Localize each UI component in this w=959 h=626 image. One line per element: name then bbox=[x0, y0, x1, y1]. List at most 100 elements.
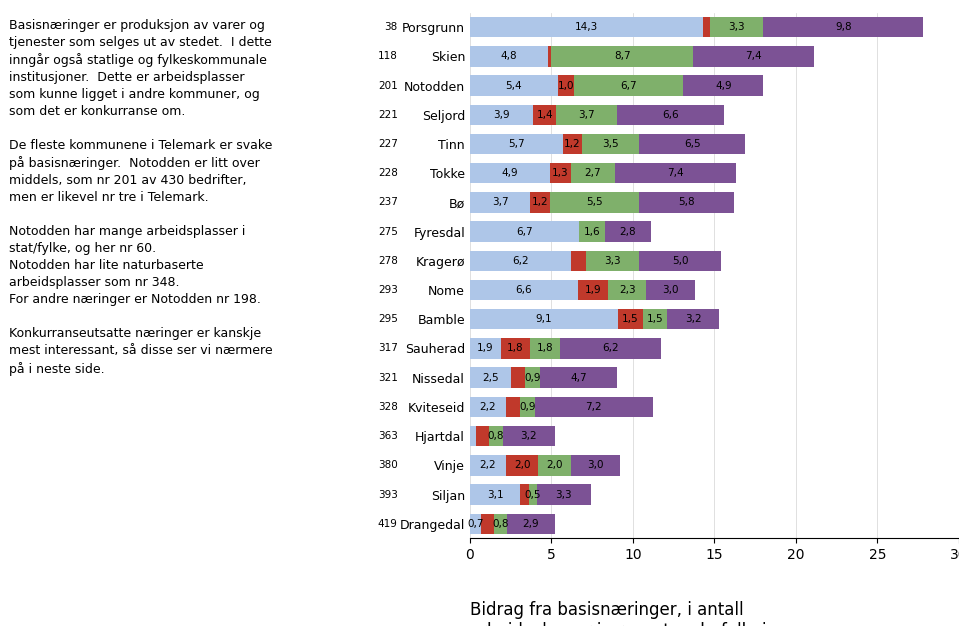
Text: 4,7: 4,7 bbox=[570, 372, 587, 382]
Bar bbox=[489, 426, 503, 446]
Text: 3,3: 3,3 bbox=[604, 256, 620, 266]
Text: 0,9: 0,9 bbox=[520, 402, 536, 412]
Bar bbox=[507, 513, 554, 534]
Text: 2,3: 2,3 bbox=[619, 285, 636, 295]
Bar bbox=[470, 338, 501, 359]
Bar bbox=[605, 222, 651, 242]
Bar bbox=[470, 426, 477, 446]
Text: 3,1: 3,1 bbox=[487, 490, 503, 500]
Bar bbox=[521, 397, 535, 417]
Text: 6,7: 6,7 bbox=[516, 227, 533, 237]
Text: 419: 419 bbox=[378, 519, 398, 529]
Bar bbox=[643, 309, 667, 329]
Text: 0,9: 0,9 bbox=[525, 372, 541, 382]
Bar bbox=[640, 192, 734, 213]
Text: 7,2: 7,2 bbox=[586, 402, 602, 412]
Bar bbox=[505, 397, 521, 417]
Text: 393: 393 bbox=[378, 490, 398, 500]
Bar bbox=[563, 134, 582, 154]
Bar bbox=[470, 367, 510, 388]
Bar bbox=[550, 192, 640, 213]
Bar bbox=[703, 17, 710, 38]
Bar bbox=[470, 485, 521, 505]
Text: 0,5: 0,5 bbox=[525, 490, 541, 500]
Bar bbox=[535, 397, 652, 417]
Text: 0,7: 0,7 bbox=[467, 519, 484, 529]
Text: 3,0: 3,0 bbox=[662, 285, 679, 295]
Bar bbox=[470, 163, 550, 183]
Bar bbox=[558, 75, 574, 96]
Bar bbox=[526, 367, 540, 388]
Text: 6,7: 6,7 bbox=[620, 81, 637, 91]
Text: 1,0: 1,0 bbox=[558, 81, 574, 91]
Bar bbox=[710, 17, 763, 38]
Text: 295: 295 bbox=[378, 314, 398, 324]
Text: 363: 363 bbox=[378, 431, 398, 441]
Bar bbox=[495, 513, 507, 534]
Bar bbox=[579, 222, 605, 242]
Text: 227: 227 bbox=[378, 139, 398, 149]
Bar bbox=[582, 134, 640, 154]
Text: 380: 380 bbox=[378, 460, 398, 470]
Bar bbox=[609, 280, 646, 300]
Text: 38: 38 bbox=[385, 22, 398, 32]
Text: 201: 201 bbox=[378, 81, 398, 91]
Text: 1,2: 1,2 bbox=[531, 197, 549, 207]
Text: 328: 328 bbox=[378, 402, 398, 412]
Bar bbox=[470, 105, 533, 125]
Text: 4,9: 4,9 bbox=[715, 81, 732, 91]
Text: 1,8: 1,8 bbox=[537, 344, 553, 354]
Text: 9,8: 9,8 bbox=[835, 22, 852, 32]
Text: Bidrag fra basisnæringer, i antall
arbeidsplasser i prosent av befolkning: Bidrag fra basisnæringer, i antall arbei… bbox=[470, 602, 787, 626]
Bar bbox=[501, 338, 530, 359]
Text: 1,5: 1,5 bbox=[622, 314, 639, 324]
Bar bbox=[556, 105, 617, 125]
Text: 9,1: 9,1 bbox=[536, 314, 552, 324]
Text: 275: 275 bbox=[378, 227, 398, 237]
Text: 4,8: 4,8 bbox=[501, 51, 517, 61]
Text: 1,3: 1,3 bbox=[552, 168, 569, 178]
Text: 6,2: 6,2 bbox=[602, 344, 619, 354]
Text: 7,4: 7,4 bbox=[745, 51, 761, 61]
Bar bbox=[619, 309, 643, 329]
Text: 3,0: 3,0 bbox=[587, 460, 604, 470]
Text: 237: 237 bbox=[378, 197, 398, 207]
Bar bbox=[571, 250, 586, 271]
Text: 3,3: 3,3 bbox=[728, 22, 745, 32]
Bar bbox=[481, 513, 495, 534]
Bar bbox=[470, 250, 571, 271]
Bar bbox=[551, 46, 693, 66]
Text: Basisnæringer er produksjon av varer og
tjenester som selges ut av stedet.  I de: Basisnæringer er produksjon av varer og … bbox=[10, 19, 272, 376]
Bar bbox=[521, 485, 528, 505]
Text: 2,7: 2,7 bbox=[585, 168, 601, 178]
Text: 5,0: 5,0 bbox=[672, 256, 689, 266]
Text: 1,5: 1,5 bbox=[646, 314, 664, 324]
Text: 3,2: 3,2 bbox=[521, 431, 537, 441]
Bar bbox=[574, 75, 684, 96]
Text: 221: 221 bbox=[378, 110, 398, 120]
Bar bbox=[530, 192, 550, 213]
Text: 0,8: 0,8 bbox=[493, 519, 509, 529]
Bar bbox=[477, 426, 489, 446]
Text: 2,0: 2,0 bbox=[514, 460, 530, 470]
Text: 3,5: 3,5 bbox=[602, 139, 620, 149]
Text: 2,2: 2,2 bbox=[480, 402, 496, 412]
Text: 1,9: 1,9 bbox=[477, 344, 494, 354]
Bar bbox=[470, 222, 579, 242]
Bar bbox=[693, 46, 814, 66]
Bar bbox=[571, 455, 620, 476]
Text: 1,2: 1,2 bbox=[564, 139, 581, 149]
Text: 4,9: 4,9 bbox=[502, 168, 518, 178]
Text: 6,6: 6,6 bbox=[515, 285, 532, 295]
Text: 5,7: 5,7 bbox=[508, 139, 525, 149]
Bar bbox=[470, 17, 703, 38]
Bar bbox=[470, 46, 549, 66]
Text: 6,2: 6,2 bbox=[512, 256, 528, 266]
Text: 228: 228 bbox=[378, 168, 398, 178]
Text: 1,4: 1,4 bbox=[537, 110, 553, 120]
Text: 2,0: 2,0 bbox=[547, 460, 563, 470]
Text: 3,2: 3,2 bbox=[685, 314, 702, 324]
Text: 2,9: 2,9 bbox=[523, 519, 539, 529]
Bar bbox=[505, 455, 538, 476]
Bar bbox=[530, 338, 560, 359]
